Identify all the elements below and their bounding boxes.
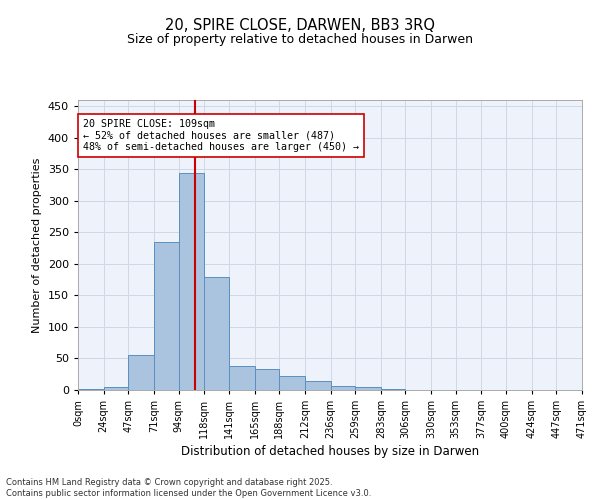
Text: 20 SPIRE CLOSE: 109sqm
← 52% of detached houses are smaller (487)
48% of semi-de: 20 SPIRE CLOSE: 109sqm ← 52% of detached…: [83, 119, 359, 152]
Bar: [381, 388, 406, 390]
X-axis label: Distribution of detached houses by size in Darwen: Distribution of detached houses by size …: [181, 446, 479, 458]
Text: 20, SPIRE CLOSE, DARWEN, BB3 3RQ: 20, SPIRE CLOSE, DARWEN, BB3 3RQ: [165, 18, 435, 32]
Bar: [128, 356, 154, 390]
Y-axis label: Number of detached properties: Number of detached properties: [32, 158, 42, 332]
Bar: [179, 172, 204, 390]
Bar: [229, 366, 254, 390]
Bar: [279, 376, 305, 390]
Bar: [355, 387, 381, 390]
Bar: [78, 388, 104, 390]
Bar: [305, 381, 331, 390]
Bar: [254, 369, 279, 390]
Bar: [104, 388, 128, 390]
Bar: [331, 386, 355, 390]
Text: Contains HM Land Registry data © Crown copyright and database right 2025.
Contai: Contains HM Land Registry data © Crown c…: [6, 478, 371, 498]
Text: Size of property relative to detached houses in Darwen: Size of property relative to detached ho…: [127, 32, 473, 46]
Bar: [204, 276, 229, 390]
Bar: [154, 242, 179, 390]
